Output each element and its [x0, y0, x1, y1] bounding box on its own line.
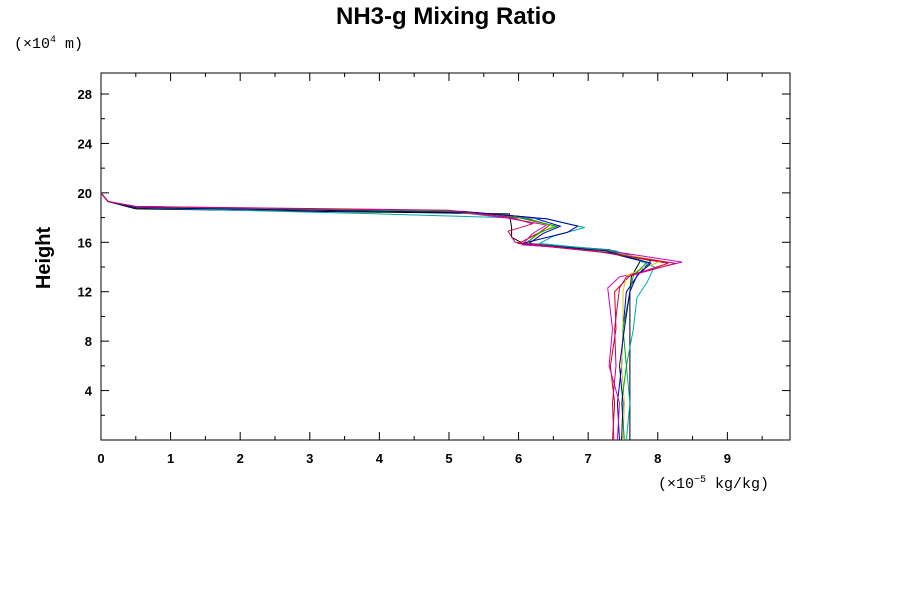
x-tick-labels: 0 1 2 3 4 5 6 7 8 9 — [97, 451, 731, 466]
series-line — [100, 192, 669, 441]
chart-title: NH3-g Mixing Ratio — [336, 3, 556, 30]
x-tick-label: 1 — [167, 451, 174, 466]
x-tick-label: 7 — [585, 451, 592, 466]
y-tick-label: 8 — [85, 334, 92, 349]
series-line — [100, 73, 642, 440]
y-tick-label: 28 — [78, 87, 92, 102]
x-tick-label: 6 — [515, 451, 522, 466]
y-tick-label: 24 — [78, 136, 93, 151]
series-line — [100, 192, 655, 441]
x-unit-prefix: (×10 — [658, 476, 694, 493]
plot-frame — [100, 72, 791, 441]
x-tick-label: 3 — [306, 451, 313, 466]
y-unit-suffix: m) — [56, 36, 83, 53]
x-tick-label: 0 — [97, 451, 104, 466]
y-tick-label: 20 — [78, 186, 92, 201]
x-tick-label: 9 — [724, 451, 731, 466]
series-layer — [100, 73, 683, 441]
x-unit-suffix: kg/kg) — [706, 476, 769, 493]
series-line — [100, 192, 683, 441]
series-line — [100, 192, 676, 441]
series-line — [100, 192, 649, 441]
y-unit-exponent: 4 — [50, 35, 56, 46]
y-axis-label: Height — [33, 227, 55, 290]
x-tick-label: 4 — [376, 451, 384, 466]
y-tick-label: 16 — [78, 235, 92, 250]
axis-ticks — [100, 73, 790, 441]
x-unit-exponent: −5 — [694, 475, 706, 486]
y-tick-label: 12 — [78, 285, 92, 300]
x-tick-label: 8 — [654, 451, 661, 466]
x-tick-label: 2 — [237, 451, 244, 466]
y-tick-labels: 4 8 12 16 20 24 28 — [78, 87, 93, 399]
y-tick-label: 4 — [85, 384, 93, 399]
x-tick-label: 5 — [445, 451, 452, 466]
y-unit-prefix: (×10 — [14, 36, 50, 53]
x-unit-label: (×10−5 kg/kg) — [658, 475, 769, 493]
series-line — [100, 192, 652, 441]
series-line — [100, 192, 652, 441]
y-unit-label: (×104 m) — [14, 35, 83, 53]
